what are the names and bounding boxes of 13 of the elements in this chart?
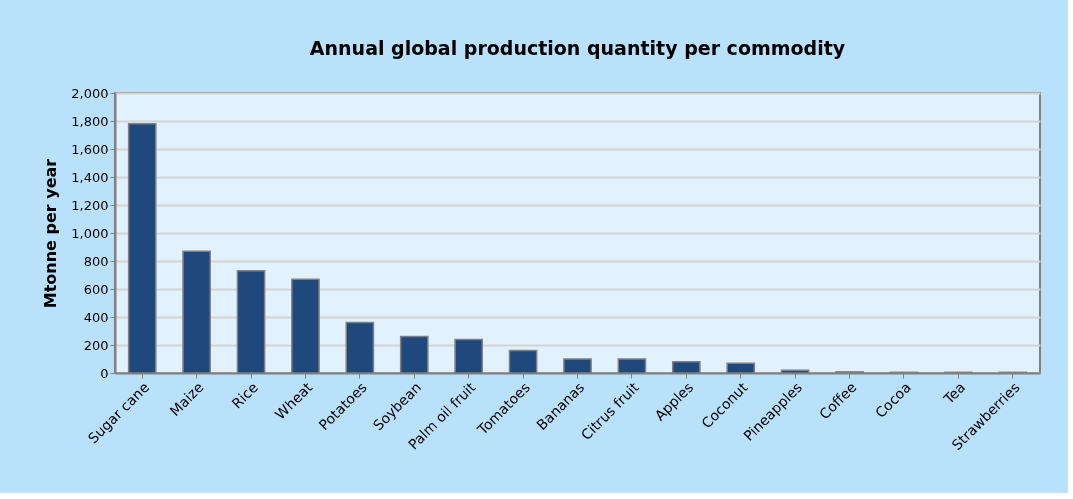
y-tick-label: 800 — [83, 253, 109, 269]
y-tick-label: 200 — [83, 337, 109, 353]
y-tick-label: 1,200 — [71, 197, 109, 213]
y-tick-label: 600 — [83, 281, 109, 297]
y-tick-label: 0 — [100, 365, 109, 381]
y-tick-label: 1,000 — [71, 225, 109, 241]
y-axis-title: Mtonne per year — [41, 158, 61, 309]
y-tick-label: 2,000 — [71, 85, 109, 101]
y-tick-label: 1,400 — [71, 169, 109, 185]
y-tick-label: 1,800 — [71, 113, 109, 129]
chart-title: Annual global production quantity per commodity — [309, 37, 846, 59]
y-tick-label: 400 — [83, 309, 109, 325]
y-tick-label: 1,600 — [71, 141, 109, 157]
